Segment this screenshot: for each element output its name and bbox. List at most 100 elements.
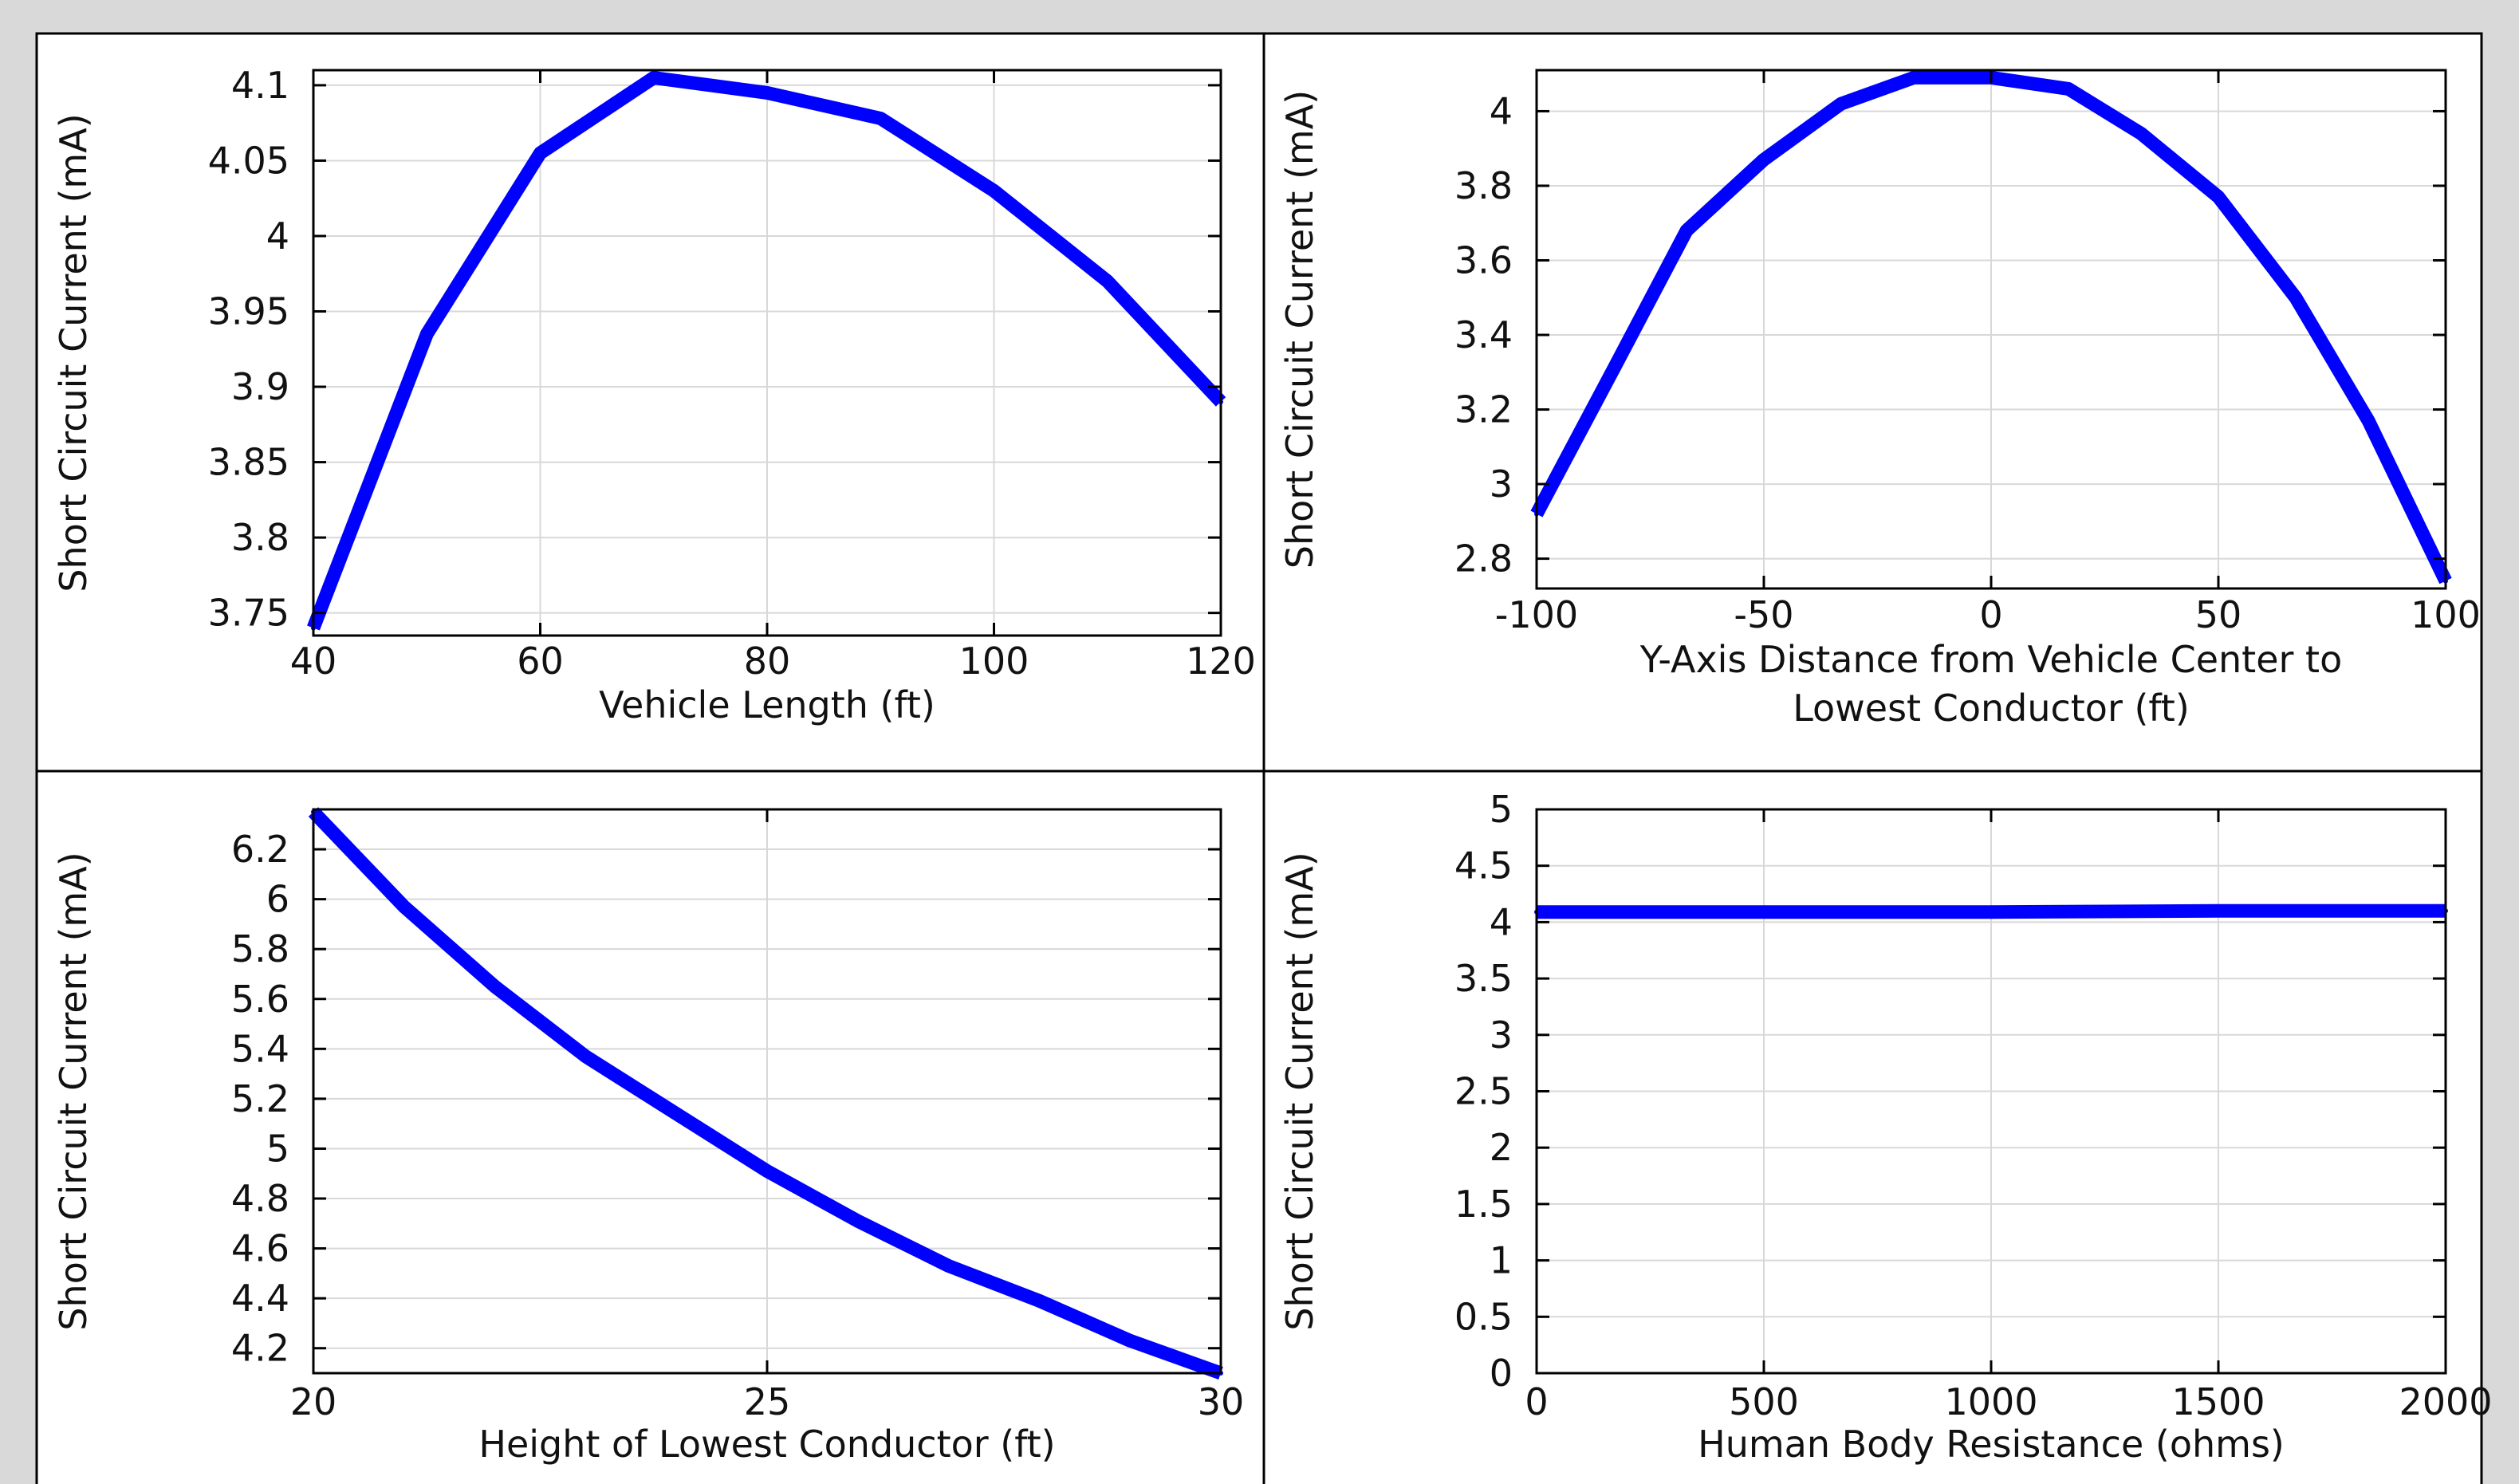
y-tick-label: 3.4 [1454, 313, 1513, 356]
data-point [2366, 418, 2371, 423]
data-point [1761, 909, 1766, 915]
y-tick-label: 5.4 [231, 1027, 289, 1070]
data-point [492, 984, 498, 990]
y-tick-label: 4 [1490, 89, 1513, 132]
y-tick-label: 6.2 [231, 828, 289, 871]
x-tick-label: 1500 [2171, 1380, 2265, 1423]
y-tick-label: 0.5 [1454, 1295, 1513, 1338]
chart-3: 20 25 30 4.2 4.4 4.6 4.8 5 5.2 5.4 5.6 5.8 6 6.2 Heigh… [52, 807, 1245, 1466]
data-point [537, 150, 543, 155]
y-axis-title: Short Circuit Current (mA) [1278, 852, 1321, 1330]
data-point [674, 1111, 679, 1116]
y-tick-label: 3.85 [208, 441, 289, 484]
y-tick-label: 4.5 [1454, 844, 1513, 888]
data-point [2293, 295, 2298, 301]
data-point [2216, 194, 2221, 199]
x-tick-label: 120 [1186, 640, 1256, 683]
data-point [1838, 101, 1844, 107]
x-tick-label: 50 [2195, 593, 2242, 636]
y-axis-title: Short Circuit Current (mA) [52, 852, 95, 1330]
y-tick-label: 3.8 [1454, 164, 1513, 207]
y-tick-label: 0 [1490, 1352, 1513, 1395]
y-tick-label: 3.75 [208, 592, 289, 635]
y-tick-label: 3.2 [1454, 388, 1513, 431]
data-point [946, 1263, 951, 1269]
data-point [401, 904, 407, 910]
figure-frame [35, 32, 2483, 1484]
data-point [765, 1168, 769, 1174]
x-tick-label: 40 [290, 640, 337, 683]
y-tick-label: 4.6 [231, 1227, 289, 1270]
data-point [424, 331, 430, 337]
y-tick-label: 3.5 [1454, 957, 1513, 1000]
data-point [583, 1053, 588, 1059]
y-tick-label: 5.6 [231, 978, 289, 1021]
y-tick-label: 6 [266, 878, 289, 921]
data-point [878, 116, 884, 121]
data-point [991, 188, 997, 194]
x-tick-label: 100 [2411, 593, 2481, 636]
data-point [651, 75, 656, 81]
y-tick-label: 3.8 [231, 516, 289, 559]
y-tick-label: 5.2 [231, 1077, 289, 1120]
y-tick-label: 4.4 [231, 1277, 289, 1320]
x-tick-label: 25 [744, 1380, 791, 1423]
x-axis-title: Lowest Conductor (ft) [1793, 687, 2190, 730]
data-point [1037, 1298, 1042, 1304]
y-tick-label: 5 [1490, 788, 1513, 831]
y-tick-label: 3 [1490, 1014, 1513, 1057]
y-axis-title: Short Circuit Current (mA) [52, 113, 95, 592]
x-tick-label: 100 [959, 640, 1029, 683]
x-tick-label: 0 [1979, 593, 2002, 636]
chart-4: 0 500 1000 1500 2000 0 0.5 1 1.5 2 2.5 3 3.5 4 4.5 5 Hum… [1278, 788, 2493, 1466]
chart-1: 40 60 80 100 120 3.75 3.8 3.85 3.9 3.95 4 4.05 4.1 Ve… [52, 64, 1256, 726]
data-point [2139, 131, 2144, 136]
x-tick-label: 20 [290, 1380, 337, 1423]
y-axis-title: Short Circuit Current (mA) [1278, 90, 1321, 569]
x-tick-label: 80 [744, 640, 791, 683]
data-point [1911, 75, 1917, 81]
x-tick-label: 60 [517, 640, 564, 683]
x-tick-label: 2000 [2399, 1380, 2492, 1423]
y-tick-label: 2.5 [1454, 1070, 1513, 1113]
y-tick-label: 4 [266, 215, 289, 258]
y-tick-label: 3.95 [208, 290, 289, 333]
charts-group: 40 60 80 100 1203.753.83.853.93.9544.054.1Ve… [52, 64, 2493, 1466]
x-tick-label: 30 [1198, 1380, 1245, 1423]
data-point [1761, 157, 1766, 163]
y-tick-label: 5 [266, 1127, 289, 1170]
y-tick-label: 1 [1490, 1239, 1513, 1282]
x-axis-title: Human Body Resistance (ohms) [1698, 1423, 2285, 1466]
x-tick-label: -100 [1495, 593, 1578, 636]
y-tick-label: 3.9 [231, 365, 289, 408]
data-point [1611, 366, 1616, 372]
x-axis-title: Height of Lowest Conductor (ft) [478, 1423, 1055, 1466]
x-tick-label: -50 [1734, 593, 1793, 636]
data-point [1684, 228, 1690, 234]
data-point [765, 90, 769, 96]
y-tick-label: 2 [1490, 1126, 1513, 1169]
y-tick-label: 3.6 [1454, 238, 1513, 281]
y-tick-label: 4.1 [231, 64, 289, 107]
y-tick-label: 5.8 [231, 927, 289, 970]
y-tick-label: 4.05 [208, 139, 289, 182]
y-tick-label: 4.8 [231, 1177, 289, 1220]
y-tick-label: 4.2 [231, 1327, 289, 1370]
data-point [2065, 86, 2071, 92]
y-tick-label: 1.5 [1454, 1183, 1513, 1226]
chart-2: -100 -50 0 50 100 2.8 3 3.2 3.4 3.6 3.8 4 Y-Axis Dis… [1278, 69, 2481, 730]
x-tick-label: 500 [1729, 1380, 1799, 1423]
data-point [855, 1218, 860, 1224]
data-point [1104, 278, 1110, 284]
y-tick-label: 3 [1490, 463, 1513, 506]
data-point [1989, 909, 1994, 915]
x-tick-label: 0 [1525, 1380, 1548, 1423]
data-point [2216, 908, 2221, 914]
x-axis-title: Vehicle Length (ft) [599, 683, 935, 726]
x-axis-title: Y-Axis Distance from Vehicle Center to [1639, 638, 2342, 681]
y-tick-label: 4 [1490, 900, 1513, 943]
data-point [1128, 1338, 1133, 1344]
x-tick-label: 1000 [1944, 1380, 2037, 1423]
y-tick-label: 2.8 [1454, 537, 1513, 581]
